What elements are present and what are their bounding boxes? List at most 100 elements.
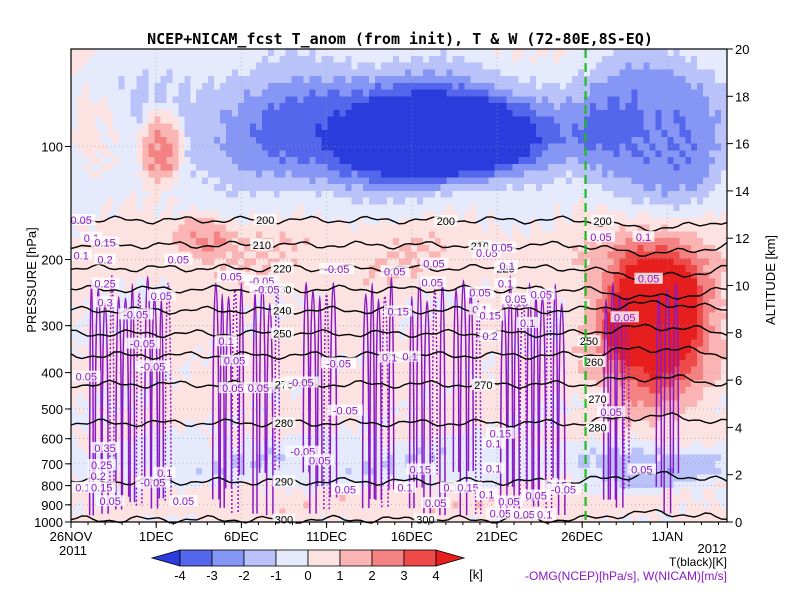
anomaly-cell (416, 440, 424, 449)
anomaly-cell (255, 190, 263, 199)
anomaly-cell (232, 231, 239, 239)
anomaly-cell (267, 454, 275, 462)
anomaly-cell (321, 434, 329, 442)
anomaly-cell (363, 251, 370, 260)
anomaly-cell (261, 515, 269, 523)
anomaly-cell (351, 312, 358, 320)
anomaly-cell (363, 177, 370, 185)
anomaly-cell (208, 89, 215, 97)
anomaly-cell (226, 49, 233, 57)
anomaly-cell (190, 400, 197, 408)
anomaly-cell (148, 278, 156, 287)
anomaly-cell (172, 55, 179, 64)
anomaly-cell (214, 278, 221, 287)
anomaly-cell (255, 136, 263, 145)
anomaly-cell (154, 515, 162, 523)
anomaly-cell (434, 271, 442, 280)
anomaly-cell (118, 353, 126, 361)
anomaly-cell (434, 89, 442, 97)
anomaly-cell (488, 346, 496, 354)
anomaly-cell (494, 76, 501, 84)
anomaly-cell (321, 69, 329, 77)
anomaly-cell (249, 116, 257, 124)
anomaly-cell (112, 224, 120, 233)
anomaly-cell (142, 508, 150, 516)
anomaly-cell (184, 163, 191, 172)
anomaly-cell (226, 440, 233, 449)
anomaly-cell (243, 292, 251, 300)
anomaly-cell (309, 353, 317, 361)
anomaly-cell (249, 515, 257, 523)
anomaly-cell (226, 373, 233, 381)
anomaly-cell (321, 197, 329, 206)
anomaly-cell (154, 96, 162, 104)
anomaly-cell (315, 96, 323, 104)
anomaly-cell (124, 224, 132, 233)
anomaly-cell (351, 123, 358, 131)
anomaly-cell (458, 440, 466, 449)
anomaly-cell (464, 231, 472, 239)
anomaly-cell (112, 305, 120, 314)
anomaly-cell (351, 420, 358, 428)
anomaly-cell (345, 197, 352, 206)
anomaly-cell (345, 103, 352, 111)
anomaly-cell (464, 508, 472, 516)
anomaly-cell (363, 170, 370, 178)
anomaly-cell (434, 170, 442, 178)
anomaly-cell (339, 373, 346, 381)
anomaly-cell (220, 69, 227, 77)
anomaly-cell (422, 190, 430, 199)
anomaly-cell (404, 89, 412, 97)
anomaly-cell (464, 224, 472, 233)
anomaly-cell (190, 312, 197, 320)
anomaly-cell (130, 258, 138, 266)
anomaly-cell (202, 461, 209, 469)
anomaly-cell (470, 339, 478, 347)
anomaly-cell (339, 136, 346, 145)
anomaly-cell (494, 157, 501, 165)
anomaly-cell (166, 265, 173, 273)
anomaly-cell (387, 116, 394, 124)
anomaly-cell (166, 413, 173, 422)
anomaly-cell (428, 400, 436, 408)
anomaly-cell (172, 136, 179, 145)
anomaly-cell (446, 271, 454, 280)
anomaly-cell (184, 407, 191, 415)
anomaly-cell (458, 447, 466, 456)
anomaly-cell (351, 231, 358, 239)
anomaly-cell (184, 130, 191, 138)
anomaly-cell (232, 407, 239, 415)
anomaly-cell (166, 434, 173, 442)
anomaly-cell (434, 238, 442, 246)
anomaly-cell (422, 136, 430, 145)
anomaly-cell (142, 251, 150, 260)
anomaly-cell (452, 427, 460, 435)
anomaly-cell (71, 143, 78, 151)
anomaly-cell (416, 359, 424, 368)
anomaly-cell (184, 177, 191, 185)
anomaly-cell (178, 407, 185, 415)
anomaly-cell (202, 407, 209, 415)
anomaly-cell (369, 177, 376, 185)
anomaly-cell (136, 76, 144, 84)
anomaly-cell (321, 224, 329, 233)
anomaly-cell (243, 49, 251, 57)
anomaly-cell (375, 143, 382, 151)
anomaly-cell (375, 150, 382, 158)
anomaly-cell (351, 96, 358, 104)
anomaly-cell (416, 224, 424, 233)
anomaly-cell (190, 103, 197, 111)
anomaly-cell (321, 447, 329, 456)
anomaly-cell (88, 393, 96, 401)
anomaly-cell (136, 386, 144, 395)
anomaly-cell (279, 508, 287, 516)
anomaly-cell (106, 224, 114, 233)
anomaly-cell (226, 501, 233, 510)
anomaly-cell (255, 82, 263, 91)
anomaly-cell (273, 76, 281, 84)
anomaly-cell (279, 204, 287, 212)
anomaly-cell (130, 170, 138, 178)
anomaly-cell (345, 150, 352, 158)
anomaly-cell (458, 494, 466, 503)
anomaly-cell (291, 55, 299, 64)
